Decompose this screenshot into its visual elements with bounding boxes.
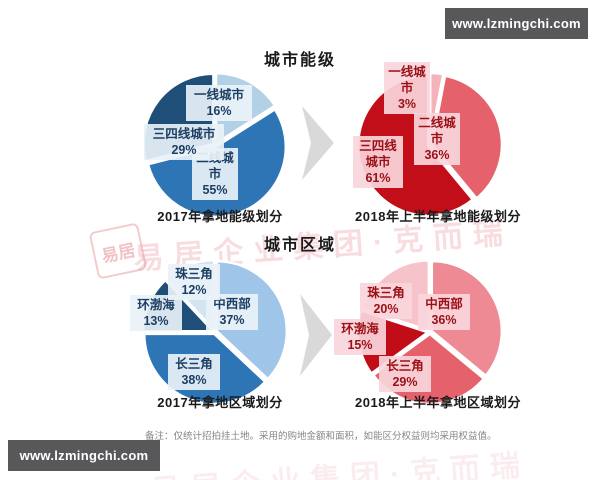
pie-slice-label: 长三角 38% <box>168 354 220 390</box>
slice-value: 55% <box>202 183 228 197</box>
slice-value: 29% <box>392 375 418 389</box>
pie-slice-label: 三四线城市 29% <box>144 124 224 160</box>
slice-name: 中西部 <box>213 297 251 311</box>
slice-name: 一线城市 <box>193 88 244 102</box>
section-title-city-tier: 城市能级 <box>263 52 336 69</box>
slice-value: 29% <box>171 143 197 157</box>
slice-name: 长三角 <box>175 357 213 371</box>
pie-slice-label: 环渤海 15% <box>334 319 386 355</box>
pie-slice-label: 中西部 37% <box>206 294 258 330</box>
site-badge-bottom: www.lzmingchi.com <box>8 440 160 471</box>
arrow-right-icon <box>300 294 332 376</box>
slice-value: 36% <box>431 313 457 327</box>
slice-name: 珠三角 <box>367 286 405 300</box>
slice-value: 16% <box>206 104 232 118</box>
footnote: 备注：仅统计招拍挂土地。采用的购地金额和面积，如能区分权益则均采用权益值。 <box>145 431 497 442</box>
section-title-city-region: 城市区域 <box>263 237 336 254</box>
site-badge-top: www.lzmingchi.com <box>445 8 588 39</box>
pie-slice-label: 长三角 29% <box>379 356 431 392</box>
slice-value: 36% <box>424 148 450 162</box>
pie-slice-label: 中西部 36% <box>418 294 470 330</box>
slice-value: 61% <box>365 171 391 185</box>
brand-watermark-bottom: 易居企业集团·克而瑞 <box>149 448 531 480</box>
slice-name: 长三角 <box>386 359 424 373</box>
pie-slice-label: 珠三角 12% <box>168 264 220 300</box>
slice-name: 三四线城市 <box>152 127 216 141</box>
slice-name: 三四线城市 <box>359 139 397 169</box>
chart-caption-2018-tier: 2018年上半年拿地能级划分 <box>355 209 521 224</box>
slice-name: 二线城市 <box>418 116 456 146</box>
pie-chart-2017-region: 中西部 37% 长三角 38% 环渤海 13% 珠三角 12% <box>130 247 300 417</box>
slice-value: 13% <box>143 314 169 328</box>
pie-slice-label: 一线城市 3% <box>384 62 430 114</box>
slice-name: 中西部 <box>425 297 463 311</box>
slice-name: 环渤海 <box>137 298 175 312</box>
arrow-right-icon <box>302 106 334 180</box>
slice-name: 环渤海 <box>341 322 379 336</box>
slice-name: 一线城市 <box>388 65 426 95</box>
slice-value: 12% <box>181 283 207 297</box>
pie-slice-label: 环渤海 13% <box>130 295 182 331</box>
slice-value: 3% <box>397 97 417 111</box>
chart-caption-2018-region: 2018年上半年拿地区域划分 <box>355 395 521 410</box>
pie-chart-2018-region: 中西部 36% 长三角 29% 环渤海 15% 珠三角 20% <box>334 247 515 417</box>
pie-slice-1-1 <box>430 74 504 200</box>
pie-slice-label: 一线城市 16% <box>186 85 252 121</box>
pie-slice-label: 二线城市 36% <box>414 113 460 165</box>
slice-value: 15% <box>347 338 373 352</box>
chart-caption-2017-tier: 2017年拿地能级划分 <box>157 209 283 224</box>
pie-slice-label: 三四线城市 61% <box>353 136 403 188</box>
slice-name: 珠三角 <box>175 267 213 281</box>
chart-caption-2017-region: 2017年拿地区域划分 <box>157 395 283 410</box>
pie-chart-2018-tier: 一线城市 3% 二线城市 36% 三四线城市 61% <box>345 60 515 230</box>
slice-value: 37% <box>219 313 245 327</box>
pie-slice-label: 珠三角 20% <box>360 283 412 319</box>
slice-value: 38% <box>181 373 207 387</box>
slice-value: 20% <box>373 302 399 316</box>
